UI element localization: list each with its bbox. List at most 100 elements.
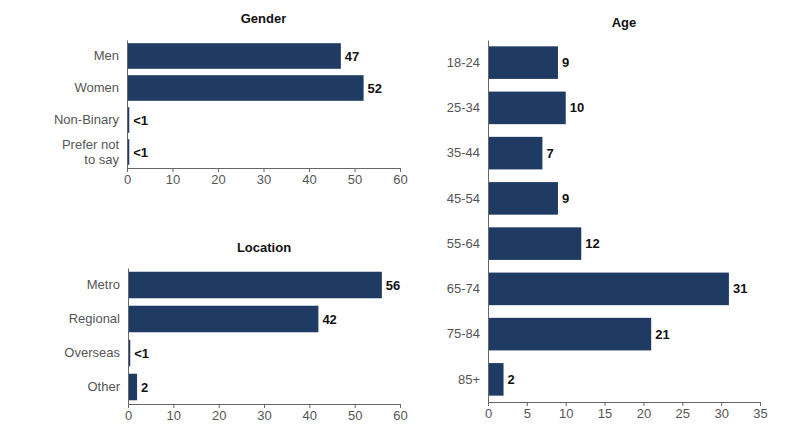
tick: 10 xyxy=(167,404,181,423)
tick-label: 20 xyxy=(211,172,225,187)
data-labels: 56 42 <1 2 xyxy=(134,278,400,395)
tick: 0 xyxy=(125,404,132,423)
bar xyxy=(488,92,566,125)
tick-label: 25 xyxy=(676,406,690,421)
tick: 10 xyxy=(559,402,573,421)
bar xyxy=(488,273,729,306)
x-axis: 0 10 20 30 40 50 60 xyxy=(125,404,408,423)
category-tick: 35-44 xyxy=(447,145,480,160)
y-axis: 18-2425-3435-4445-5455-6465-7475-8485+ xyxy=(447,41,489,403)
y-axis: Men Women Non-Binary Prefer notto say xyxy=(54,41,128,169)
tick: 60 xyxy=(393,168,407,187)
data-label: 42 xyxy=(322,312,336,327)
tick-label: 15 xyxy=(598,406,612,421)
tick-label: 30 xyxy=(257,172,271,187)
data-label: 7 xyxy=(546,146,553,161)
bars xyxy=(127,43,364,165)
tick-label: 0 xyxy=(124,172,131,187)
tick: 20 xyxy=(637,402,651,421)
bar xyxy=(127,43,341,69)
category-tick: 25-34 xyxy=(447,100,480,115)
data-labels: 4752<1<1 xyxy=(133,49,382,160)
tick-label: Metro xyxy=(87,277,120,292)
tick-label: Non-Binary xyxy=(54,112,120,127)
tick: 40 xyxy=(302,168,316,187)
tick: 10 xyxy=(166,168,180,187)
tick-label: 60 xyxy=(393,408,407,423)
bars xyxy=(488,46,729,395)
tick: 30 xyxy=(257,404,271,423)
data-label: <1 xyxy=(133,145,148,160)
bar xyxy=(128,272,382,299)
tick: 0 xyxy=(485,402,492,421)
category-tick: Overseas xyxy=(64,345,120,360)
category-tick: Other xyxy=(87,379,120,394)
tick-label: 50 xyxy=(348,408,362,423)
y-axis: Metro Regional Overseas Other xyxy=(64,269,128,405)
tick-label: Other xyxy=(87,379,120,394)
data-label: 47 xyxy=(345,49,359,64)
tick-label: 55-64 xyxy=(447,236,480,251)
tick-label: 45-54 xyxy=(447,191,480,206)
data-label: 12 xyxy=(585,236,599,251)
tick-label: 30 xyxy=(257,408,271,423)
panel: Age9107912312120510152025303518-2425-343… xyxy=(447,15,768,421)
tick-label: 20 xyxy=(212,408,226,423)
bar xyxy=(488,318,651,351)
tick-label: 60 xyxy=(393,172,407,187)
chart-canvas: Gender4752<1<10102030405060MenWomenNon-B… xyxy=(0,0,800,442)
tick: 5 xyxy=(524,402,531,421)
bar xyxy=(488,182,558,215)
tick: 50 xyxy=(348,404,362,423)
tick-label: Regional xyxy=(69,311,120,326)
tick: 20 xyxy=(211,168,225,187)
data-label: 52 xyxy=(368,81,382,96)
tick: 35 xyxy=(753,402,767,421)
tick: 30 xyxy=(714,402,728,421)
tick-label: 25-34 xyxy=(447,100,480,115)
bar xyxy=(488,46,558,79)
data-label: 56 xyxy=(386,278,400,293)
category-tick: 85+ xyxy=(458,372,480,387)
data-label: 2 xyxy=(141,380,148,395)
tick: 15 xyxy=(598,402,612,421)
chart-title: Location xyxy=(237,240,291,255)
tick-label: 0 xyxy=(125,408,132,423)
data-label: 31 xyxy=(733,281,747,296)
bars xyxy=(128,272,382,401)
tick: 0 xyxy=(124,168,131,187)
category-tick: Men xyxy=(94,48,119,63)
bar xyxy=(128,306,318,333)
bar xyxy=(488,227,581,260)
category-tick: Women xyxy=(74,80,119,95)
data-label: 2 xyxy=(508,372,515,387)
category-tick: 18-24 xyxy=(447,55,480,70)
tick-label: 10 xyxy=(167,408,181,423)
tick-label: 35 xyxy=(753,406,767,421)
tick-label: 50 xyxy=(348,172,362,187)
tick-label: Women xyxy=(74,80,119,95)
tick-label: 35-44 xyxy=(447,145,480,160)
tick: 30 xyxy=(257,168,271,187)
tick-label: 65-74 xyxy=(447,281,480,296)
axis-line xyxy=(128,269,129,405)
tick-label: Prefer notto say xyxy=(62,137,120,167)
category-tick: Prefer notto say xyxy=(62,137,120,167)
data-label: <1 xyxy=(134,346,149,361)
panel: Gender4752<1<10102030405060MenWomenNon-B… xyxy=(54,11,408,187)
data-label: 9 xyxy=(562,55,569,70)
tick-label: 40 xyxy=(302,172,316,187)
tick-label: 10 xyxy=(559,406,573,421)
tick-label: Men xyxy=(94,48,119,63)
panel: Location 56 42 <1 20 10 20 30 40 50 60 Metro Regiona… xyxy=(64,240,407,423)
data-label: 10 xyxy=(570,100,584,115)
tick-label: 0 xyxy=(485,406,492,421)
chart-title: Gender xyxy=(241,11,287,26)
data-label: 9 xyxy=(562,191,569,206)
x-axis: 0 5 10 15 20 25 30 35 xyxy=(485,402,768,421)
category-tick: 45-54 xyxy=(447,191,480,206)
category-tick: Non-Binary xyxy=(54,112,120,127)
bar xyxy=(128,374,137,401)
tick-label: 85+ xyxy=(458,372,480,387)
tick: 40 xyxy=(303,404,317,423)
